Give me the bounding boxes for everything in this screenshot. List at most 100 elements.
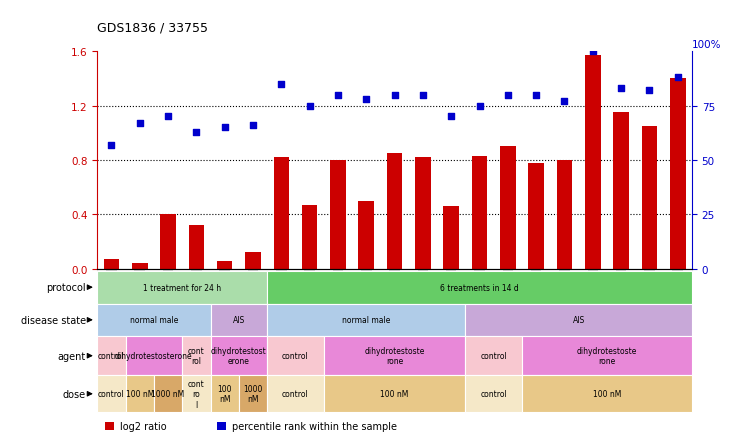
Bar <box>330 161 346 269</box>
Bar <box>183 336 210 375</box>
Bar <box>472 157 487 269</box>
Point <box>559 99 571 105</box>
Bar <box>217 422 226 430</box>
Bar <box>183 375 210 412</box>
Text: control: control <box>282 352 309 360</box>
Bar <box>585 56 601 269</box>
Text: control: control <box>480 352 507 360</box>
Bar <box>239 375 267 412</box>
Bar <box>210 375 239 412</box>
Point <box>417 92 429 99</box>
Bar <box>160 215 176 269</box>
Bar <box>613 113 629 269</box>
Bar <box>522 375 692 412</box>
Bar <box>324 336 465 375</box>
Bar <box>274 158 289 269</box>
Text: control: control <box>98 389 125 398</box>
Point <box>586 49 598 56</box>
Bar <box>465 336 522 375</box>
Bar <box>188 226 204 269</box>
Bar <box>358 201 374 269</box>
Bar <box>465 375 522 412</box>
Text: log2 ratio: log2 ratio <box>120 421 166 431</box>
Text: 1000
nM: 1000 nM <box>243 384 263 404</box>
Text: percentile rank within the sample: percentile rank within the sample <box>232 421 397 431</box>
Bar <box>267 271 692 304</box>
Point <box>275 81 287 88</box>
Bar <box>415 158 431 269</box>
Point <box>615 85 627 92</box>
Text: control: control <box>480 389 507 398</box>
Bar <box>444 207 459 269</box>
Point <box>162 114 174 121</box>
Bar <box>245 253 261 269</box>
Text: dose: dose <box>63 389 86 399</box>
Bar <box>104 260 119 269</box>
Bar <box>126 375 154 412</box>
Bar <box>557 161 572 269</box>
Bar <box>642 127 657 269</box>
Text: 100 nM: 100 nM <box>126 389 154 398</box>
Bar <box>210 304 267 336</box>
Point <box>361 96 373 103</box>
Text: GDS1836 / 33755: GDS1836 / 33755 <box>97 22 208 35</box>
Point <box>643 88 655 95</box>
Bar <box>267 304 465 336</box>
Point <box>389 92 401 99</box>
Text: agent: agent <box>58 351 86 361</box>
Text: control: control <box>98 352 125 360</box>
Text: 6 treatments in 14 d: 6 treatments in 14 d <box>440 283 519 292</box>
Point <box>190 129 202 136</box>
Text: 100 nM: 100 nM <box>381 389 408 398</box>
Bar <box>126 336 183 375</box>
Text: cont
rol: cont rol <box>188 346 205 365</box>
Bar <box>465 304 692 336</box>
Text: control: control <box>282 389 309 398</box>
Text: dihydrotestosterone: dihydrotestosterone <box>115 352 193 360</box>
Text: 100%: 100% <box>692 40 721 50</box>
Bar <box>97 304 210 336</box>
Bar <box>210 336 267 375</box>
Text: protocol: protocol <box>46 283 86 293</box>
Point <box>672 75 684 82</box>
Bar <box>267 336 324 375</box>
Bar <box>267 375 324 412</box>
Point <box>473 103 485 110</box>
Bar <box>387 154 402 269</box>
Bar <box>500 147 515 269</box>
Bar <box>132 263 147 269</box>
Text: AIS: AIS <box>572 316 585 325</box>
Point <box>134 120 146 127</box>
Point <box>445 114 457 121</box>
Point <box>530 92 542 99</box>
Text: normal male: normal male <box>129 316 178 325</box>
Bar <box>670 79 685 269</box>
Bar <box>302 205 317 269</box>
Text: cont
ro
l: cont ro l <box>188 379 205 409</box>
Text: dihydrotestoste
rone: dihydrotestoste rone <box>577 346 637 365</box>
Point <box>105 142 117 149</box>
Bar <box>528 163 544 269</box>
Point <box>332 92 344 99</box>
Point <box>218 125 230 132</box>
Text: disease state: disease state <box>21 315 86 325</box>
Text: 100
nM: 100 nM <box>218 384 232 404</box>
Text: 100 nM: 100 nM <box>592 389 621 398</box>
Text: AIS: AIS <box>233 316 245 325</box>
Bar <box>522 336 692 375</box>
Point <box>502 92 514 99</box>
Point <box>247 122 259 129</box>
Bar <box>97 375 126 412</box>
Bar <box>154 375 183 412</box>
Bar <box>105 422 114 430</box>
Bar <box>97 336 126 375</box>
Point <box>304 103 316 110</box>
Text: dihydrotestost
erone: dihydrotestost erone <box>211 346 267 365</box>
Bar <box>217 261 233 269</box>
Text: 1000 nM: 1000 nM <box>151 389 185 398</box>
Text: 1 treatment for 24 h: 1 treatment for 24 h <box>143 283 221 292</box>
Bar <box>97 271 267 304</box>
Text: normal male: normal male <box>342 316 390 325</box>
Text: dihydrotestoste
rone: dihydrotestoste rone <box>364 346 425 365</box>
Bar <box>324 375 465 412</box>
